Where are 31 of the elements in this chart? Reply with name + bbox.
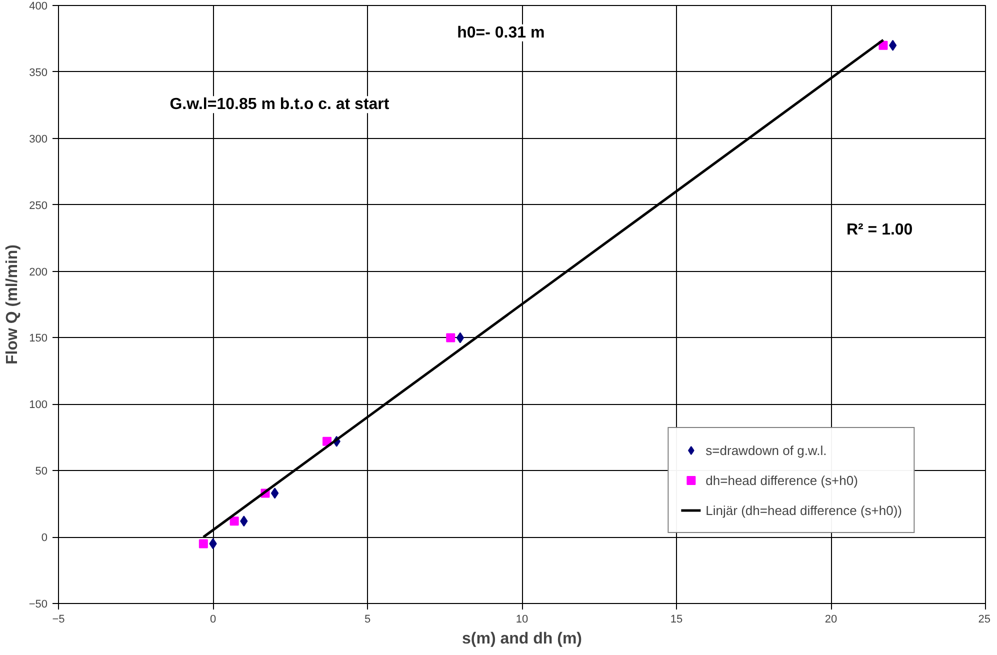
y-tick-label: 200 bbox=[29, 266, 48, 278]
y-tick-label: 0 bbox=[41, 532, 48, 544]
y-tick-label: 350 bbox=[29, 66, 48, 79]
y-tick-label: 300 bbox=[29, 133, 48, 146]
x-tick-label: 25 bbox=[978, 614, 991, 626]
point bbox=[198, 539, 208, 548]
y-tick-label: 100 bbox=[29, 399, 48, 412]
y-tick-label: 400 bbox=[29, 0, 48, 12]
x-tick-label: 20 bbox=[824, 614, 838, 626]
point bbox=[456, 332, 464, 344]
legend-label: Linjär (dh=head difference (s+h0)) bbox=[706, 502, 902, 518]
y-tick-label: 50 bbox=[35, 466, 48, 478]
x-tick-label: 0 bbox=[210, 614, 216, 626]
y-tick-label: 250 bbox=[29, 200, 48, 212]
y-tick-label: 150 bbox=[29, 332, 48, 345]
x-tick-label: 5 bbox=[364, 614, 371, 626]
annotation: G.w.l=10.85 m b.t.o c. at start bbox=[170, 96, 390, 114]
point bbox=[230, 516, 239, 526]
annotation: h0=- 0.31 m bbox=[457, 24, 545, 42]
legend-label: s=drawdown of g.w.l. bbox=[706, 442, 827, 458]
y-axis-title: Flow Q (ml/min) bbox=[4, 244, 21, 364]
point bbox=[446, 333, 456, 342]
annotation: R² = 1.00 bbox=[846, 222, 913, 239]
x-tick-label: 15 bbox=[670, 614, 683, 626]
point bbox=[888, 40, 897, 51]
legend-label: dh=head difference (s+h0) bbox=[706, 472, 858, 488]
x-axis-title: s(m) and dh (m) bbox=[462, 630, 582, 648]
y-tick-label: −50 bbox=[28, 598, 48, 610]
x-tick-label: 10 bbox=[516, 614, 528, 626]
point bbox=[270, 488, 279, 499]
x-tick-label: −5 bbox=[52, 614, 65, 626]
